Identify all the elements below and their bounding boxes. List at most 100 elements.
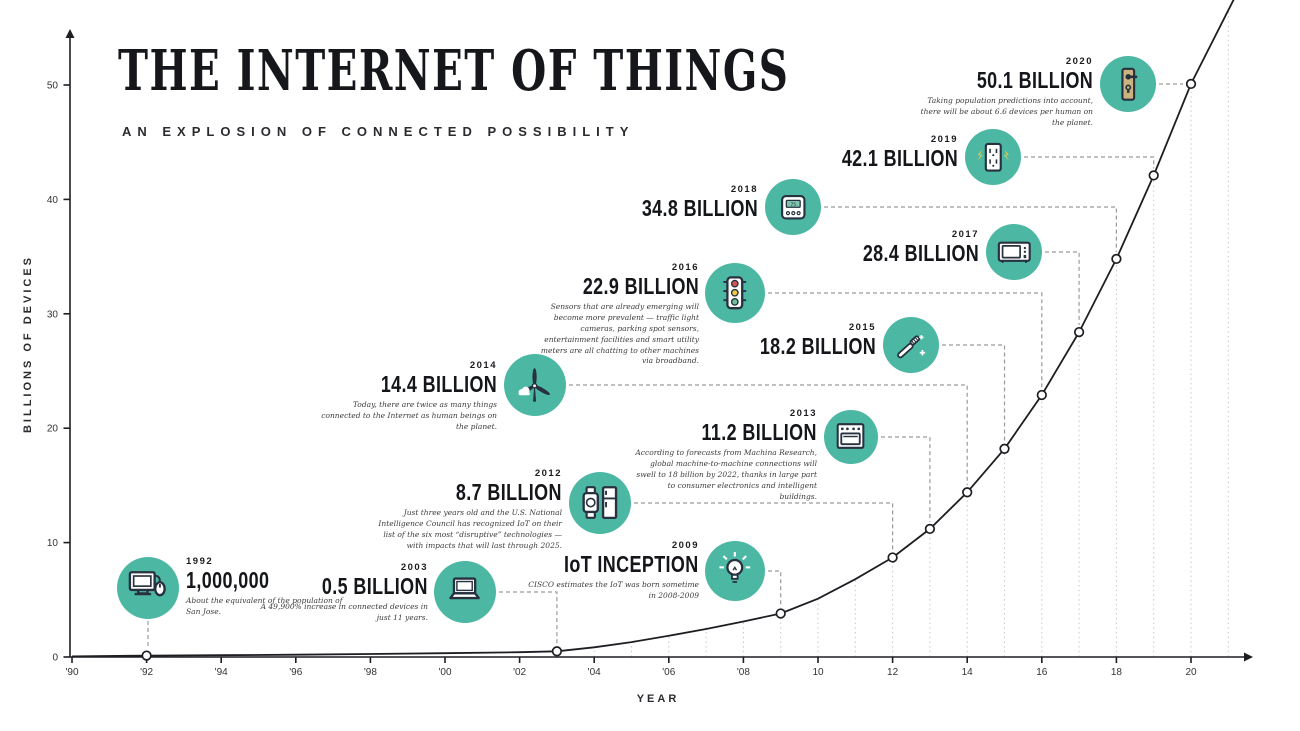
data-point-2003 <box>551 646 563 657</box>
milestone-value: 18.2 BILLION <box>759 333 876 359</box>
connector-2015 <box>942 344 1006 442</box>
milestone-year: 2018 <box>730 184 758 195</box>
connector-2003 <box>499 591 558 645</box>
connector-2016 <box>768 292 1043 388</box>
milestone-value: 11.2 BILLION <box>701 419 817 445</box>
data-point-2018 <box>1111 253 1122 265</box>
connector-2018 <box>824 206 1117 252</box>
milestone-text-2013: 2013 11.2 BILLION According to forecasts f… <box>632 408 817 502</box>
svg-text:'02: '02 <box>513 667 526 678</box>
milestone-year: 2020 <box>1065 56 1093 67</box>
milestone-text-2003: 2003 0.5 BILLION A 49,900% increase in con… <box>258 562 428 624</box>
x-axis-arrow <box>1244 652 1253 662</box>
svg-text:'98: '98 <box>364 667 377 678</box>
desktop-computer-icon <box>117 557 179 619</box>
milestone-year: 2003 <box>400 562 428 573</box>
svg-text:40: 40 <box>47 195 59 206</box>
milestone-year: 2013 <box>789 408 817 419</box>
laptop-icon <box>434 561 496 623</box>
data-point-2020 <box>1185 78 1197 90</box>
milestone-text-2012: 2012 8.7 BILLION Just three years old and … <box>372 468 562 552</box>
connector-2019 <box>1024 156 1155 169</box>
milestone-desc: A 49,900% increase in connected devices … <box>260 602 428 622</box>
milestone-text-2016: 2016 22.9 BILLION Sensors that are already… <box>531 262 699 367</box>
milestone-year: 1992 <box>186 556 214 567</box>
milestone-text-2009: 2009 IoT INCEPTION CISCO estimates the IoT… <box>524 540 699 602</box>
power-outlet-icon <box>965 129 1021 185</box>
connector-2012 <box>634 502 894 551</box>
door-lock-icon <box>1100 56 1156 112</box>
svg-text:20: 20 <box>1185 667 1197 678</box>
milestone-year: 2009 <box>671 540 699 551</box>
milestone-value: IoT INCEPTION <box>564 551 699 577</box>
oven-icon <box>824 410 878 464</box>
milestone-text-2015: 2015 18.2 BILLION <box>726 322 876 359</box>
data-point-2012 <box>887 552 898 563</box>
data-point-2014 <box>962 487 973 498</box>
axes <box>63 36 1246 663</box>
milestone-value: 42.1 BILLION <box>841 145 958 171</box>
data-point-1992 <box>141 650 152 661</box>
svg-text:'04: '04 <box>588 667 601 678</box>
svg-text:0: 0 <box>52 653 58 664</box>
milestone-desc: According to forecasts from Machina Rese… <box>635 448 817 501</box>
page-title: THE INTERNET OF THINGS <box>118 38 790 104</box>
connector-2013 <box>881 436 931 522</box>
svg-text:'06: '06 <box>662 667 675 678</box>
milestone-year: 2015 <box>848 322 876 333</box>
microwave-icon <box>986 224 1042 280</box>
milestone-text-1992: 1992 1,000,000 About the equivalent of the… <box>186 556 346 618</box>
wind-turbine-icon <box>504 354 566 416</box>
svg-text:75: 75 <box>790 202 796 208</box>
svg-text:'00: '00 <box>438 667 451 678</box>
milestone-year: 2014 <box>469 360 497 371</box>
data-point-2017 <box>1073 326 1085 338</box>
milestone-text-2017: 2017 28.4 BILLION <box>829 229 979 266</box>
y-axis-arrow <box>65 29 75 38</box>
milestone-desc: Just three years old and the U.S. Nation… <box>378 508 562 550</box>
svg-text:10: 10 <box>47 538 59 549</box>
milestone-desc: Today, there are twice as many things co… <box>321 400 497 431</box>
page-subtitle: AN EXPLOSION OF CONNECTED POSSIBILITY <box>122 124 635 139</box>
milestone-value: 0.5 BILLION <box>322 573 428 599</box>
svg-text:20: 20 <box>47 424 59 435</box>
milestone-year: 2012 <box>534 468 562 479</box>
svg-text:'92: '92 <box>140 667 153 678</box>
milestone-value: 1,000,000 <box>186 567 270 593</box>
data-point-2009 <box>775 608 786 619</box>
milestone-desc: About the equivalent of the population o… <box>186 596 343 616</box>
svg-text:12: 12 <box>887 667 899 678</box>
connector-2009 <box>768 570 782 607</box>
milestone-year: 2016 <box>671 262 699 273</box>
milestone-value: 14.4 BILLION <box>380 371 497 397</box>
svg-text:'96: '96 <box>289 667 302 678</box>
milestone-year: 2019 <box>930 134 958 145</box>
svg-text:10: 10 <box>812 667 824 678</box>
milestone-value: 22.9 BILLION <box>582 273 699 299</box>
milestone-value: 28.4 BILLION <box>862 240 979 266</box>
svg-text:'90: '90 <box>65 667 78 678</box>
y-tick-labels: 0 10 20 30 40 50 <box>47 81 59 664</box>
device-growth-line <box>71 0 1235 658</box>
data-point-2016 <box>1036 389 1047 401</box>
data-point-2019 <box>1148 170 1159 181</box>
milestone-value: 8.7 BILLION <box>456 479 562 505</box>
svg-text:30: 30 <box>47 309 59 320</box>
svg-text:14: 14 <box>962 667 974 678</box>
milestone-text-2019: 2019 42.1 BILLION <box>808 134 958 171</box>
milestone-text-2018: 2018 34.8 BILLION <box>608 184 758 221</box>
milestone-value: 50.1 BILLION <box>976 67 1093 93</box>
svg-text:'94: '94 <box>215 667 228 678</box>
x-axis-title: YEAR <box>636 693 680 705</box>
svg-text:50: 50 <box>47 81 59 92</box>
milestone-value: 34.8 BILLION <box>641 195 758 221</box>
toothbrush-icon <box>883 317 939 373</box>
connector-2014 <box>569 384 968 486</box>
milestone-desc: Sensors that are already emerging will b… <box>540 302 699 366</box>
milestone-desc: Taking population predictions into accou… <box>920 96 1093 127</box>
milestone-text-2020: 2020 50.1 BILLION Taking population predic… <box>918 56 1093 129</box>
milestone-year: 2017 <box>951 229 979 240</box>
